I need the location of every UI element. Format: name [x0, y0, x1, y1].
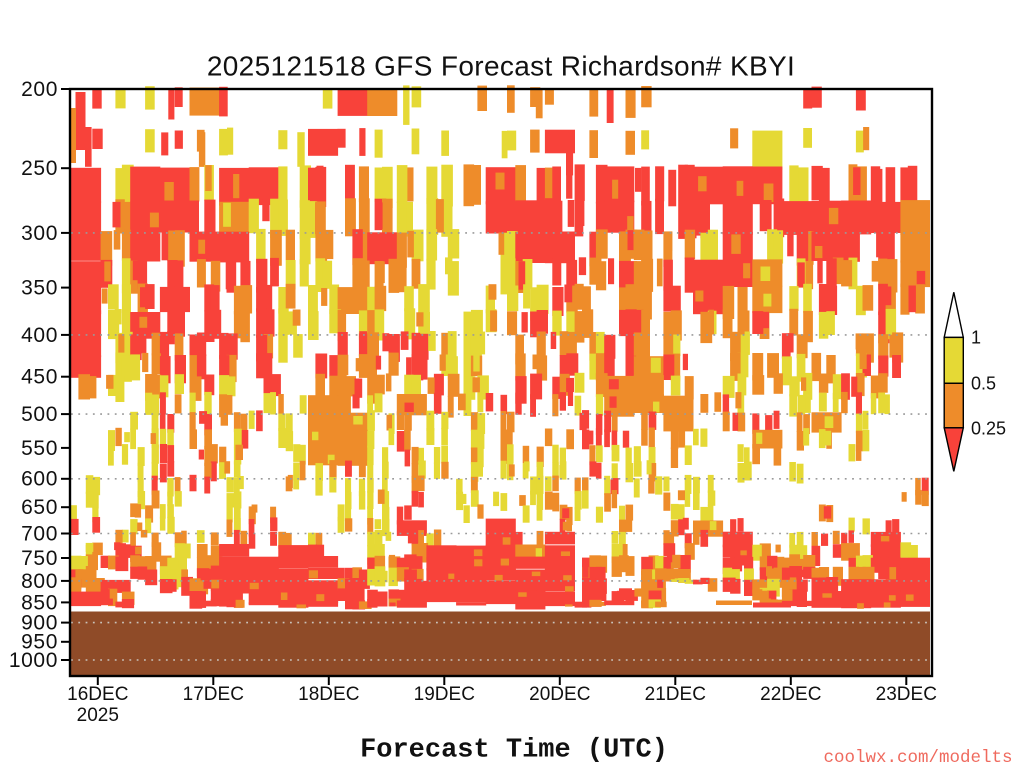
svg-text:650: 650 [21, 496, 58, 519]
svg-text:2025: 2025 [77, 705, 119, 726]
svg-text:600: 600 [21, 468, 58, 491]
svg-text:350: 350 [21, 277, 58, 300]
svg-text:1000: 1000 [9, 649, 58, 672]
svg-text:450: 450 [21, 366, 58, 389]
svg-text:18DEC: 18DEC [298, 684, 359, 705]
svg-text:17DEC: 17DEC [183, 684, 244, 705]
svg-text:22DEC: 22DEC [760, 684, 821, 705]
svg-text:0.25: 0.25 [971, 418, 1006, 438]
svg-text:950: 950 [21, 631, 58, 654]
svg-text:Forecast Time (UTC): Forecast Time (UTC) [360, 736, 668, 766]
svg-text:800: 800 [21, 570, 58, 593]
svg-text:23DEC: 23DEC [876, 684, 937, 705]
svg-text:900: 900 [21, 612, 58, 635]
svg-text:20DEC: 20DEC [529, 684, 590, 705]
svg-text:2025121518 GFS Forecast Richar: 2025121518 GFS Forecast Richardson# KBYI [207, 51, 795, 82]
svg-text:400: 400 [21, 324, 58, 347]
svg-text:500: 500 [21, 403, 58, 426]
svg-text:19DEC: 19DEC [414, 684, 475, 705]
svg-text:700: 700 [21, 522, 58, 545]
svg-text:850: 850 [21, 591, 58, 614]
svg-text:1: 1 [971, 327, 981, 347]
svg-text:250: 250 [21, 157, 58, 180]
svg-text:300: 300 [21, 222, 58, 245]
svg-text:16DEC: 16DEC [67, 684, 128, 705]
svg-text:21DEC: 21DEC [645, 684, 706, 705]
svg-text:0.5: 0.5 [971, 373, 996, 393]
svg-text:550: 550 [21, 437, 58, 460]
svg-text:coolwx.com/modelts: coolwx.com/modelts [823, 748, 1012, 768]
svg-text:750: 750 [21, 547, 58, 570]
svg-text:200: 200 [21, 78, 58, 101]
